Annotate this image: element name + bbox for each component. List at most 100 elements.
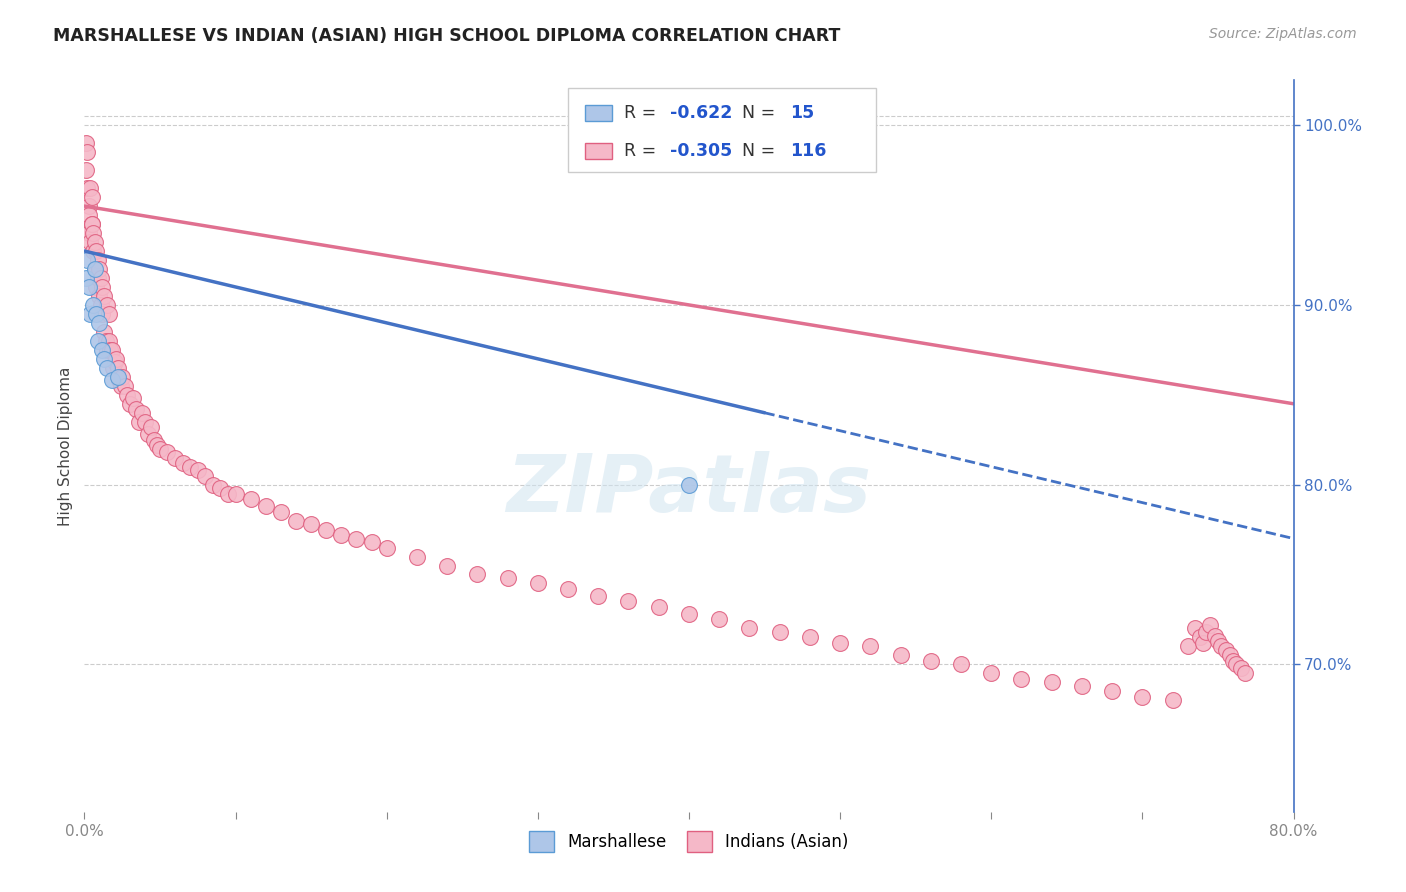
Text: R =: R =: [624, 103, 661, 122]
Point: [77, 208, 100, 222]
Point: [91, 307, 114, 321]
Point: [678, 477, 700, 491]
Point: [76, 145, 98, 160]
Point: [94, 334, 117, 348]
Point: [82, 226, 104, 240]
Point: [375, 541, 398, 555]
Point: [890, 648, 912, 663]
Point: [134, 415, 156, 429]
Point: [107, 369, 129, 384]
Point: [82, 298, 104, 312]
Point: [86, 307, 108, 321]
FancyBboxPatch shape: [585, 143, 612, 159]
Point: [270, 505, 292, 519]
Point: [285, 514, 308, 528]
Text: ZIPatlas: ZIPatlas: [506, 450, 872, 529]
Point: [79, 181, 101, 195]
Point: [527, 576, 550, 591]
Point: [557, 582, 579, 596]
Point: [96, 298, 118, 312]
Point: [209, 481, 232, 495]
Point: [111, 369, 134, 384]
Point: [1222, 654, 1244, 668]
Point: [131, 406, 153, 420]
Point: [125, 402, 148, 417]
Point: [118, 397, 141, 411]
Text: MARSHALLESE VS INDIAN (ASIAN) HIGH SCHOOL DIPLOMA CORRELATION CHART: MARSHALLESE VS INDIAN (ASIAN) HIGH SCHOO…: [53, 27, 841, 45]
Point: [121, 392, 143, 406]
Y-axis label: High School Diploma: High School Diploma: [58, 367, 73, 525]
Point: [187, 463, 209, 477]
Point: [93, 289, 115, 303]
Point: [1195, 625, 1218, 640]
Point: [1192, 636, 1215, 650]
Point: [830, 636, 852, 650]
Point: [98, 343, 121, 357]
Point: [467, 567, 489, 582]
Text: -0.622: -0.622: [669, 103, 733, 122]
Point: [678, 607, 700, 621]
Point: [920, 654, 942, 668]
Point: [859, 640, 882, 654]
Point: [136, 427, 159, 442]
Point: [87, 271, 110, 285]
Point: [315, 523, 337, 537]
Point: [149, 442, 172, 456]
Point: [194, 468, 217, 483]
Point: [87, 252, 110, 267]
FancyBboxPatch shape: [568, 87, 876, 171]
Point: [1101, 684, 1123, 698]
Point: [1071, 679, 1094, 693]
Point: [346, 532, 368, 546]
Point: [225, 486, 247, 500]
Point: [1225, 657, 1247, 672]
Point: [1206, 634, 1229, 648]
Point: [89, 316, 111, 330]
Point: [90, 271, 112, 285]
Point: [1161, 693, 1184, 707]
Point: [709, 612, 731, 626]
Point: [217, 486, 239, 500]
Point: [76, 252, 98, 267]
FancyBboxPatch shape: [585, 104, 612, 121]
Point: [93, 351, 115, 366]
Point: [128, 415, 150, 429]
Point: [156, 445, 179, 459]
Point: [239, 491, 262, 506]
Point: [172, 456, 194, 470]
Text: -0.305: -0.305: [669, 142, 733, 160]
Point: [165, 450, 187, 465]
Point: [87, 334, 110, 348]
Point: [110, 379, 132, 393]
Point: [97, 334, 120, 348]
Point: [101, 360, 124, 375]
Point: [179, 459, 201, 474]
Point: [77, 280, 100, 294]
Point: [1040, 675, 1063, 690]
Point: [108, 373, 131, 387]
Point: [100, 343, 122, 357]
Point: [1177, 640, 1199, 654]
Point: [80, 217, 103, 231]
Point: [146, 438, 169, 452]
Point: [97, 307, 120, 321]
Point: [142, 433, 165, 447]
Point: [107, 360, 129, 375]
Point: [1199, 617, 1222, 632]
Point: [1215, 643, 1237, 657]
Point: [436, 558, 458, 573]
Point: [77, 226, 100, 240]
Point: [201, 477, 224, 491]
Point: [406, 549, 429, 564]
Text: N =: N =: [742, 142, 780, 160]
Point: [79, 307, 101, 321]
Legend: Marshallese, Indians (Asian): Marshallese, Indians (Asian): [523, 824, 855, 858]
Point: [75, 136, 97, 151]
Point: [100, 373, 122, 387]
Point: [1219, 648, 1241, 663]
Point: [93, 325, 115, 339]
Point: [105, 351, 128, 366]
Point: [114, 379, 136, 393]
Point: [299, 517, 322, 532]
Point: [1184, 621, 1206, 635]
